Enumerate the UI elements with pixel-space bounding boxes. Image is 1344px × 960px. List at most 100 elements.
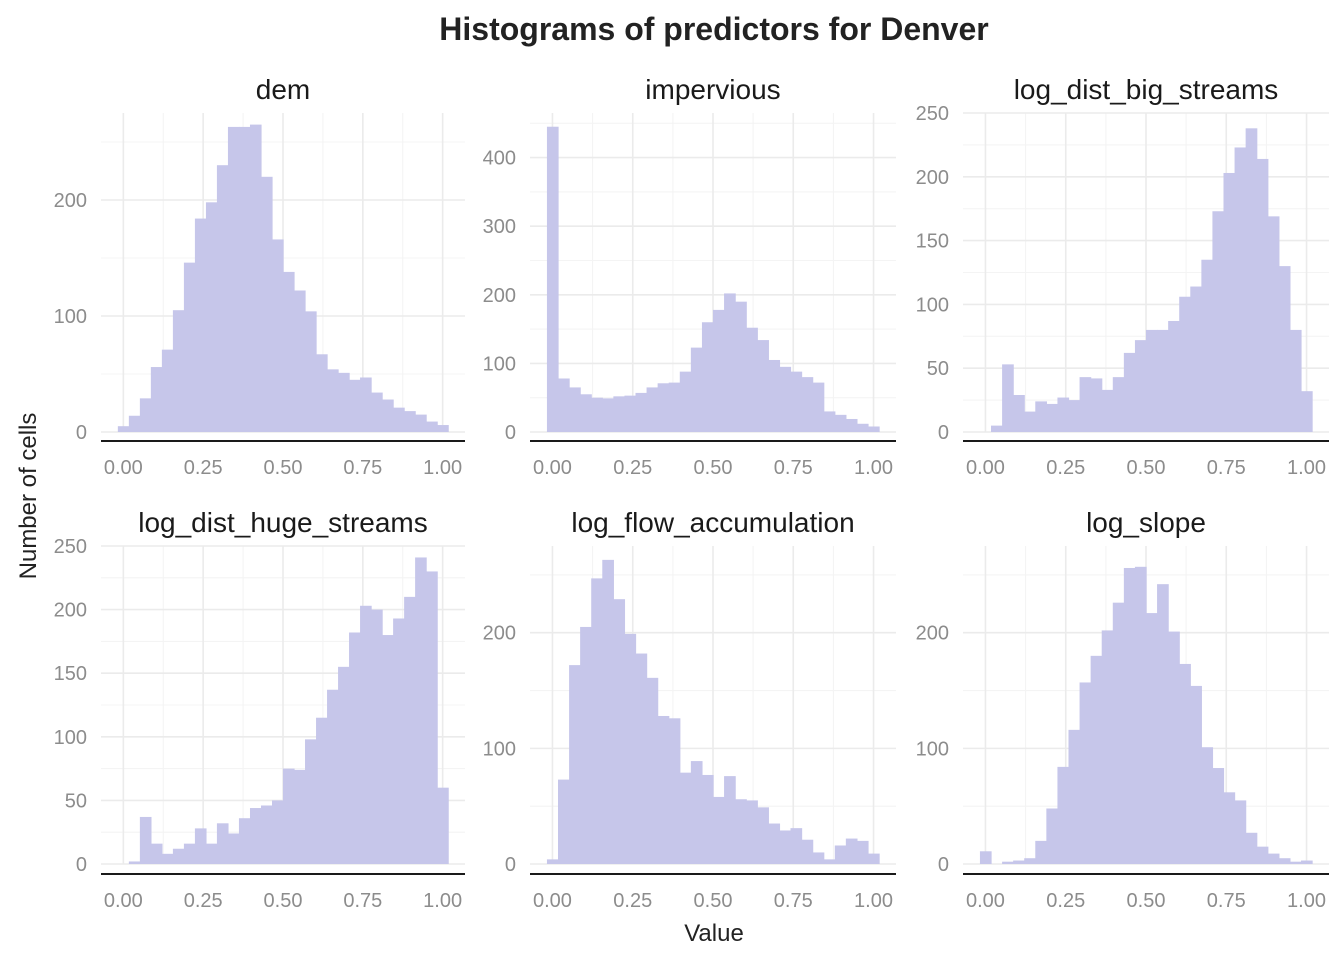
histogram-bar bbox=[712, 309, 725, 432]
x-tick-label: 0.25 bbox=[184, 457, 223, 479]
x-axis-title: Value bbox=[684, 920, 744, 947]
histogram-bar bbox=[227, 126, 240, 433]
histogram-bar bbox=[1002, 364, 1014, 432]
histogram-bar bbox=[867, 426, 880, 432]
histogram-bar bbox=[546, 126, 559, 432]
histogram-bar bbox=[812, 382, 825, 432]
histogram-bar bbox=[1134, 566, 1147, 864]
y-tick-label: 100 bbox=[916, 294, 949, 316]
histogram-bar bbox=[437, 425, 449, 432]
histogram-bar bbox=[316, 717, 328, 864]
histogram-bar bbox=[1201, 259, 1214, 432]
histogram-bar bbox=[1256, 846, 1269, 864]
x-tick-label: 0.50 bbox=[264, 890, 303, 912]
histogram-bar bbox=[1300, 860, 1313, 864]
histogram-bar bbox=[1223, 792, 1236, 864]
histogram-bar bbox=[812, 852, 825, 864]
histogram-bar bbox=[790, 828, 803, 864]
histogram-bar bbox=[393, 618, 405, 864]
histogram-bar bbox=[746, 800, 758, 864]
histogram-bar bbox=[415, 414, 427, 432]
histogram-bar bbox=[260, 805, 273, 864]
histogram-bar bbox=[613, 396, 626, 432]
histogram-bar bbox=[790, 371, 803, 432]
x-tick-label: 0.50 bbox=[1127, 890, 1166, 912]
histogram-bar bbox=[690, 347, 703, 432]
histogram-bar bbox=[1278, 266, 1291, 432]
y-tick-label: 200 bbox=[916, 167, 949, 189]
histogram-bar bbox=[635, 653, 648, 864]
histogram-bar bbox=[1090, 655, 1103, 864]
x-tick-label: 0.25 bbox=[1046, 890, 1085, 912]
x-tick-label: 0.25 bbox=[613, 890, 652, 912]
histogram-bar bbox=[172, 848, 185, 864]
y-tick-label: 300 bbox=[483, 216, 516, 238]
histogram-bar bbox=[735, 301, 747, 432]
histogram-bar bbox=[272, 800, 284, 864]
histogram-bar bbox=[1046, 403, 1059, 432]
histogram-bar bbox=[349, 632, 361, 864]
y-tick-label: 100 bbox=[483, 353, 516, 375]
panel-title: impervious bbox=[645, 74, 780, 105]
histogram-bar bbox=[1157, 584, 1169, 864]
histogram-bar bbox=[834, 414, 847, 432]
y-tick-label: 250 bbox=[916, 103, 949, 125]
x-tick-label: 0.00 bbox=[104, 457, 143, 479]
histogram-bar bbox=[569, 387, 581, 432]
histogram-bar bbox=[546, 859, 559, 864]
y-tick-label: 250 bbox=[54, 536, 87, 558]
histogram-bar bbox=[238, 818, 251, 864]
x-tick-label: 0.00 bbox=[533, 890, 572, 912]
histogram-bar bbox=[779, 830, 792, 864]
y-tick-label: 0 bbox=[505, 422, 516, 444]
histogram-bar bbox=[128, 861, 141, 864]
histogram-bar bbox=[305, 311, 317, 432]
histogram-bar bbox=[272, 239, 284, 432]
y-tick-label: 0 bbox=[938, 422, 949, 444]
panel-impervious: 0.00 0.25 0.50 0.75 1.00 0 100 200 300 400 impervi… bbox=[483, 74, 896, 479]
histogram-bar bbox=[1101, 389, 1114, 432]
y-tick-label: 200 bbox=[483, 623, 516, 645]
panel-title: dem bbox=[256, 74, 310, 105]
histogram-bar bbox=[227, 833, 240, 864]
y-tick-label: 100 bbox=[483, 738, 516, 760]
histogram-bar bbox=[867, 853, 880, 864]
histogram-bar bbox=[1212, 768, 1225, 864]
y-axis-title: Number of cells bbox=[15, 413, 42, 580]
histogram-bar bbox=[657, 715, 670, 864]
y-tick-label: 200 bbox=[54, 600, 87, 622]
histogram-bar bbox=[282, 271, 295, 432]
histogram-bar bbox=[657, 383, 670, 432]
histogram-bar bbox=[216, 165, 229, 432]
histogram-bar bbox=[1289, 861, 1302, 864]
histogram-bar bbox=[338, 666, 350, 864]
histogram-bar bbox=[1079, 682, 1092, 864]
x-tick-label: 0.75 bbox=[1207, 457, 1246, 479]
x-tick-label: 0.00 bbox=[104, 890, 143, 912]
histogram-bar bbox=[1212, 211, 1225, 432]
histogram-bar bbox=[823, 859, 836, 864]
histogram-bar bbox=[382, 399, 394, 432]
histogram-bar bbox=[856, 840, 869, 864]
histogram-bar bbox=[437, 787, 449, 864]
histogram-bar bbox=[1168, 320, 1180, 432]
histogram-bar bbox=[1245, 832, 1258, 864]
y-tick-label: 0 bbox=[76, 422, 87, 444]
histogram-bar bbox=[426, 421, 438, 432]
histogram-bar bbox=[1068, 400, 1081, 432]
histogram-bar bbox=[1024, 858, 1036, 864]
histogram-bar bbox=[834, 845, 847, 864]
histogram-bar bbox=[150, 843, 163, 864]
histogram-bar bbox=[991, 425, 1003, 432]
panel-title: log_dist_big_streams bbox=[1014, 74, 1279, 105]
histogram-bar bbox=[117, 426, 130, 432]
histogram-bar bbox=[801, 377, 814, 432]
x-tick-label: 0.50 bbox=[264, 457, 303, 479]
x-tick-label: 0.75 bbox=[774, 890, 813, 912]
histogram-bar bbox=[624, 395, 637, 432]
y-tick-label: 50 bbox=[65, 790, 87, 812]
histogram-bar bbox=[701, 774, 714, 864]
histogram-bar bbox=[558, 779, 570, 864]
histogram-bar bbox=[845, 838, 858, 864]
